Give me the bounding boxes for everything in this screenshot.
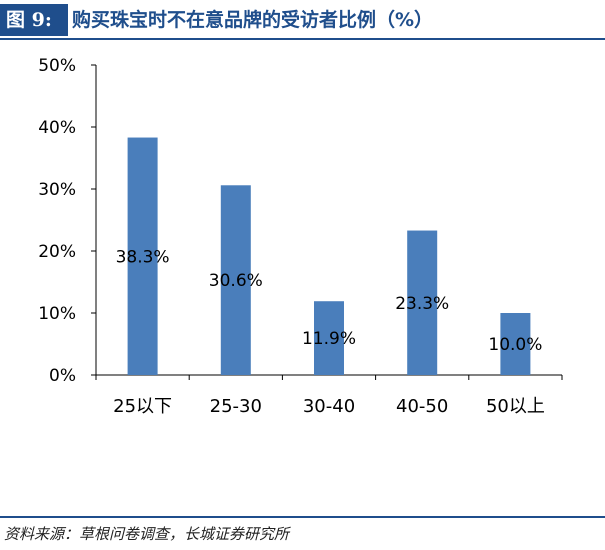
x-tick-label: 25以下 <box>113 396 172 417</box>
footer-divider <box>0 516 605 518</box>
y-tick-label: 20% <box>38 242 76 262</box>
bar-chart: 0% 10% 20% 30% 40% 50% 38.3% 25以下 30.6% 25-30 11.9… <box>38 56 563 417</box>
bar <box>314 301 344 375</box>
y-tick-label: 10% <box>38 304 76 324</box>
y-tick-label: 40% <box>38 118 76 138</box>
y-tick-label: 30% <box>38 180 76 200</box>
bar <box>407 230 438 375</box>
data-label: 10.0% <box>488 335 542 355</box>
y-tick-label: 0% <box>49 366 76 386</box>
y-tick-label: 50% <box>38 56 76 76</box>
data-label: 23.3% <box>395 294 449 314</box>
bar <box>127 137 158 375</box>
x-tick-label: 50以上 <box>486 396 545 417</box>
source-note: 资料来源：草根问卷调查，长城证券研究所 <box>4 525 290 543</box>
data-label: 38.3% <box>116 247 170 267</box>
bar <box>220 185 251 375</box>
figure-label: 图 9: <box>0 4 68 36</box>
data-label: 11.9% <box>302 329 356 349</box>
bar <box>500 313 531 375</box>
x-tick-label: 40-50 <box>396 396 448 417</box>
figure-title: 购买珠宝时不在意品牌的受访者比例（%） <box>72 9 434 31</box>
data-label: 30.6% <box>209 271 263 291</box>
x-tick-label: 25-30 <box>210 396 262 417</box>
title-bar: 图 9: 购买珠宝时不在意品牌的受访者比例（%） <box>0 0 605 40</box>
x-tick-label: 30-40 <box>303 396 355 417</box>
